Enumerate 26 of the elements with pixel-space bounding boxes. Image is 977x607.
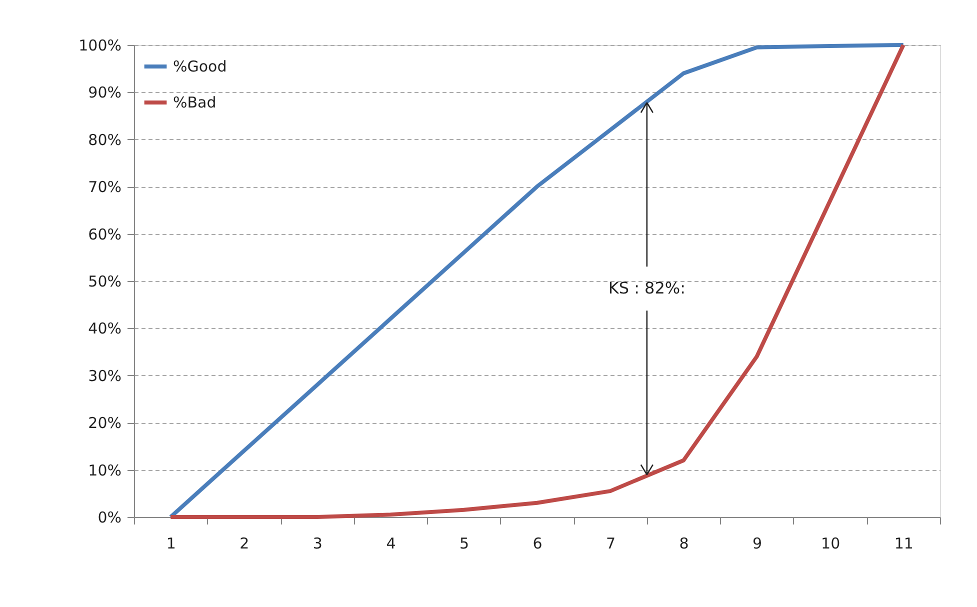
y-tick-label: 10%: [88, 461, 122, 480]
annotation: KS : 82%:: [608, 278, 686, 298]
y-tick-label: 20%: [88, 414, 122, 432]
y-tick-label: 90%: [88, 84, 122, 102]
y-tick-label: 80%: [88, 130, 122, 149]
x-tick-label: 2: [240, 534, 250, 552]
y-tick-label: 30%: [88, 366, 122, 385]
x-tick-label: 8: [679, 534, 689, 552]
x-tick-label: 6: [532, 534, 542, 552]
x-tick-label: 9: [752, 534, 762, 552]
y-tick-label: 50%: [88, 272, 122, 290]
legend-label: %Good: [173, 58, 227, 76]
legend-label: %Bad: [173, 94, 216, 112]
y-tick-label: 100%: [78, 36, 122, 54]
x-tick-label: 11: [894, 534, 914, 552]
y-tick-label: 40%: [88, 320, 122, 338]
y-tick-label: 60%: [88, 225, 122, 244]
y-tick-label: 0%: [98, 508, 122, 526]
x-tick-label: 4: [386, 534, 396, 552]
x-tick-label: 10: [821, 534, 840, 552]
x-tick-label: 3: [312, 534, 322, 552]
x-tick-label: 5: [459, 534, 469, 552]
y-tick-label: 70%: [88, 178, 122, 196]
x-tick-label: 1: [166, 534, 176, 552]
line-series: [168, 43, 906, 519]
x-tick-label: 7: [606, 534, 616, 552]
